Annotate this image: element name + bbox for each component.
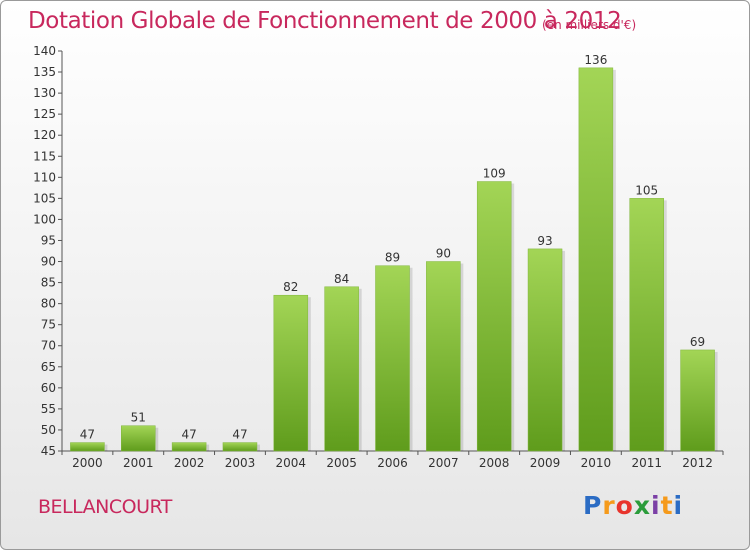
logo-letter: x xyxy=(633,491,651,520)
bar-2006 xyxy=(375,265,410,452)
bar-2010 xyxy=(578,67,614,452)
x-tick-label: 2002 xyxy=(174,456,205,470)
bar-2004 xyxy=(273,294,309,452)
data-label-2001: 51 xyxy=(131,411,146,425)
y-tick-label: 45 xyxy=(41,444,56,458)
x-tick-label: 2010 xyxy=(581,456,612,470)
logo-letter: i xyxy=(651,491,661,520)
bar-2008 xyxy=(476,181,512,452)
data-label-2006: 89 xyxy=(385,251,400,265)
x-tick-label: 2006 xyxy=(377,456,408,470)
proxiti-logo: Proxiti xyxy=(583,491,683,520)
y-tick-label: 120 xyxy=(33,128,56,142)
y-tick-label: 80 xyxy=(41,297,56,311)
logo-letter: r xyxy=(602,491,616,520)
chart-title: Dotation Globale de Fonctionnement de 20… xyxy=(28,8,622,34)
bar-2009 xyxy=(527,248,563,452)
data-label-2002: 47 xyxy=(181,428,196,442)
data-label-2012: 69 xyxy=(690,335,705,349)
y-tick-label: 115 xyxy=(33,149,56,163)
data-label-2008: 109 xyxy=(483,167,506,181)
y-tick-label: 100 xyxy=(33,212,56,226)
chart-subtitle: (en milliers d'€) xyxy=(542,18,637,32)
data-label-2004: 82 xyxy=(283,280,298,294)
x-tick-label: 2007 xyxy=(428,456,459,470)
y-tick-label: 135 xyxy=(33,65,56,79)
y-tick-label: 125 xyxy=(33,107,56,121)
y-tick-label: 130 xyxy=(33,86,56,100)
x-tick-label: 2012 xyxy=(682,456,713,470)
y-tick-label: 65 xyxy=(41,360,56,374)
y-tick-label: 110 xyxy=(33,170,56,184)
bar-2001 xyxy=(121,425,156,452)
chart-bars xyxy=(70,67,718,452)
y-tick-label: 75 xyxy=(41,318,56,332)
x-tick-label: 2011 xyxy=(631,456,662,470)
logo-letter: i xyxy=(673,491,684,520)
y-tick-label: 50 xyxy=(41,423,56,437)
x-tick-label: 2001 xyxy=(123,456,154,470)
commune-name: BELLANCOURT xyxy=(38,496,172,518)
y-tick-label: 70 xyxy=(41,339,56,353)
bar-2005 xyxy=(324,286,359,452)
data-label-2003: 47 xyxy=(232,428,247,442)
y-tick-label: 95 xyxy=(41,233,56,247)
x-tick-label: 2003 xyxy=(225,456,256,470)
y-tick-label: 60 xyxy=(41,381,56,395)
logo-letter: o xyxy=(615,491,634,520)
chart-data-labels: 47 51 47 47 82 84 89 90 109 93 136 105 69 xyxy=(80,53,705,442)
bar-2003 xyxy=(222,442,258,452)
x-tick-label: 2005 xyxy=(326,456,357,470)
y-tick-label: 85 xyxy=(41,276,56,290)
chart-axes: 45 50 55 60 65 70 75 80 85 90 95 100 105 110 115 120 125… xyxy=(33,44,724,470)
y-tick-label: 105 xyxy=(33,191,56,205)
x-tick-label: 2009 xyxy=(530,456,561,470)
x-tick-label: 2000 xyxy=(72,456,103,470)
bar-2012 xyxy=(680,349,715,452)
bar-2002 xyxy=(171,442,207,452)
data-label-2009: 93 xyxy=(537,234,552,248)
x-tick-label: 2008 xyxy=(479,456,510,470)
data-label-2010: 136 xyxy=(584,53,607,67)
data-label-2011: 105 xyxy=(635,183,658,197)
bar-2011 xyxy=(629,198,664,452)
data-label-2005: 84 xyxy=(334,272,349,286)
y-tick-label: 140 xyxy=(33,44,56,58)
x-tick-label: 2004 xyxy=(276,456,307,470)
y-tick-label: 55 xyxy=(41,402,56,416)
bar-2007 xyxy=(426,261,461,452)
y-tick-label: 90 xyxy=(41,255,56,269)
data-label-2007: 90 xyxy=(436,247,451,261)
data-label-2000: 47 xyxy=(80,428,95,442)
logo-letter: t xyxy=(660,491,674,520)
logo-letter: P xyxy=(583,491,603,520)
bar-2000 xyxy=(70,442,105,452)
